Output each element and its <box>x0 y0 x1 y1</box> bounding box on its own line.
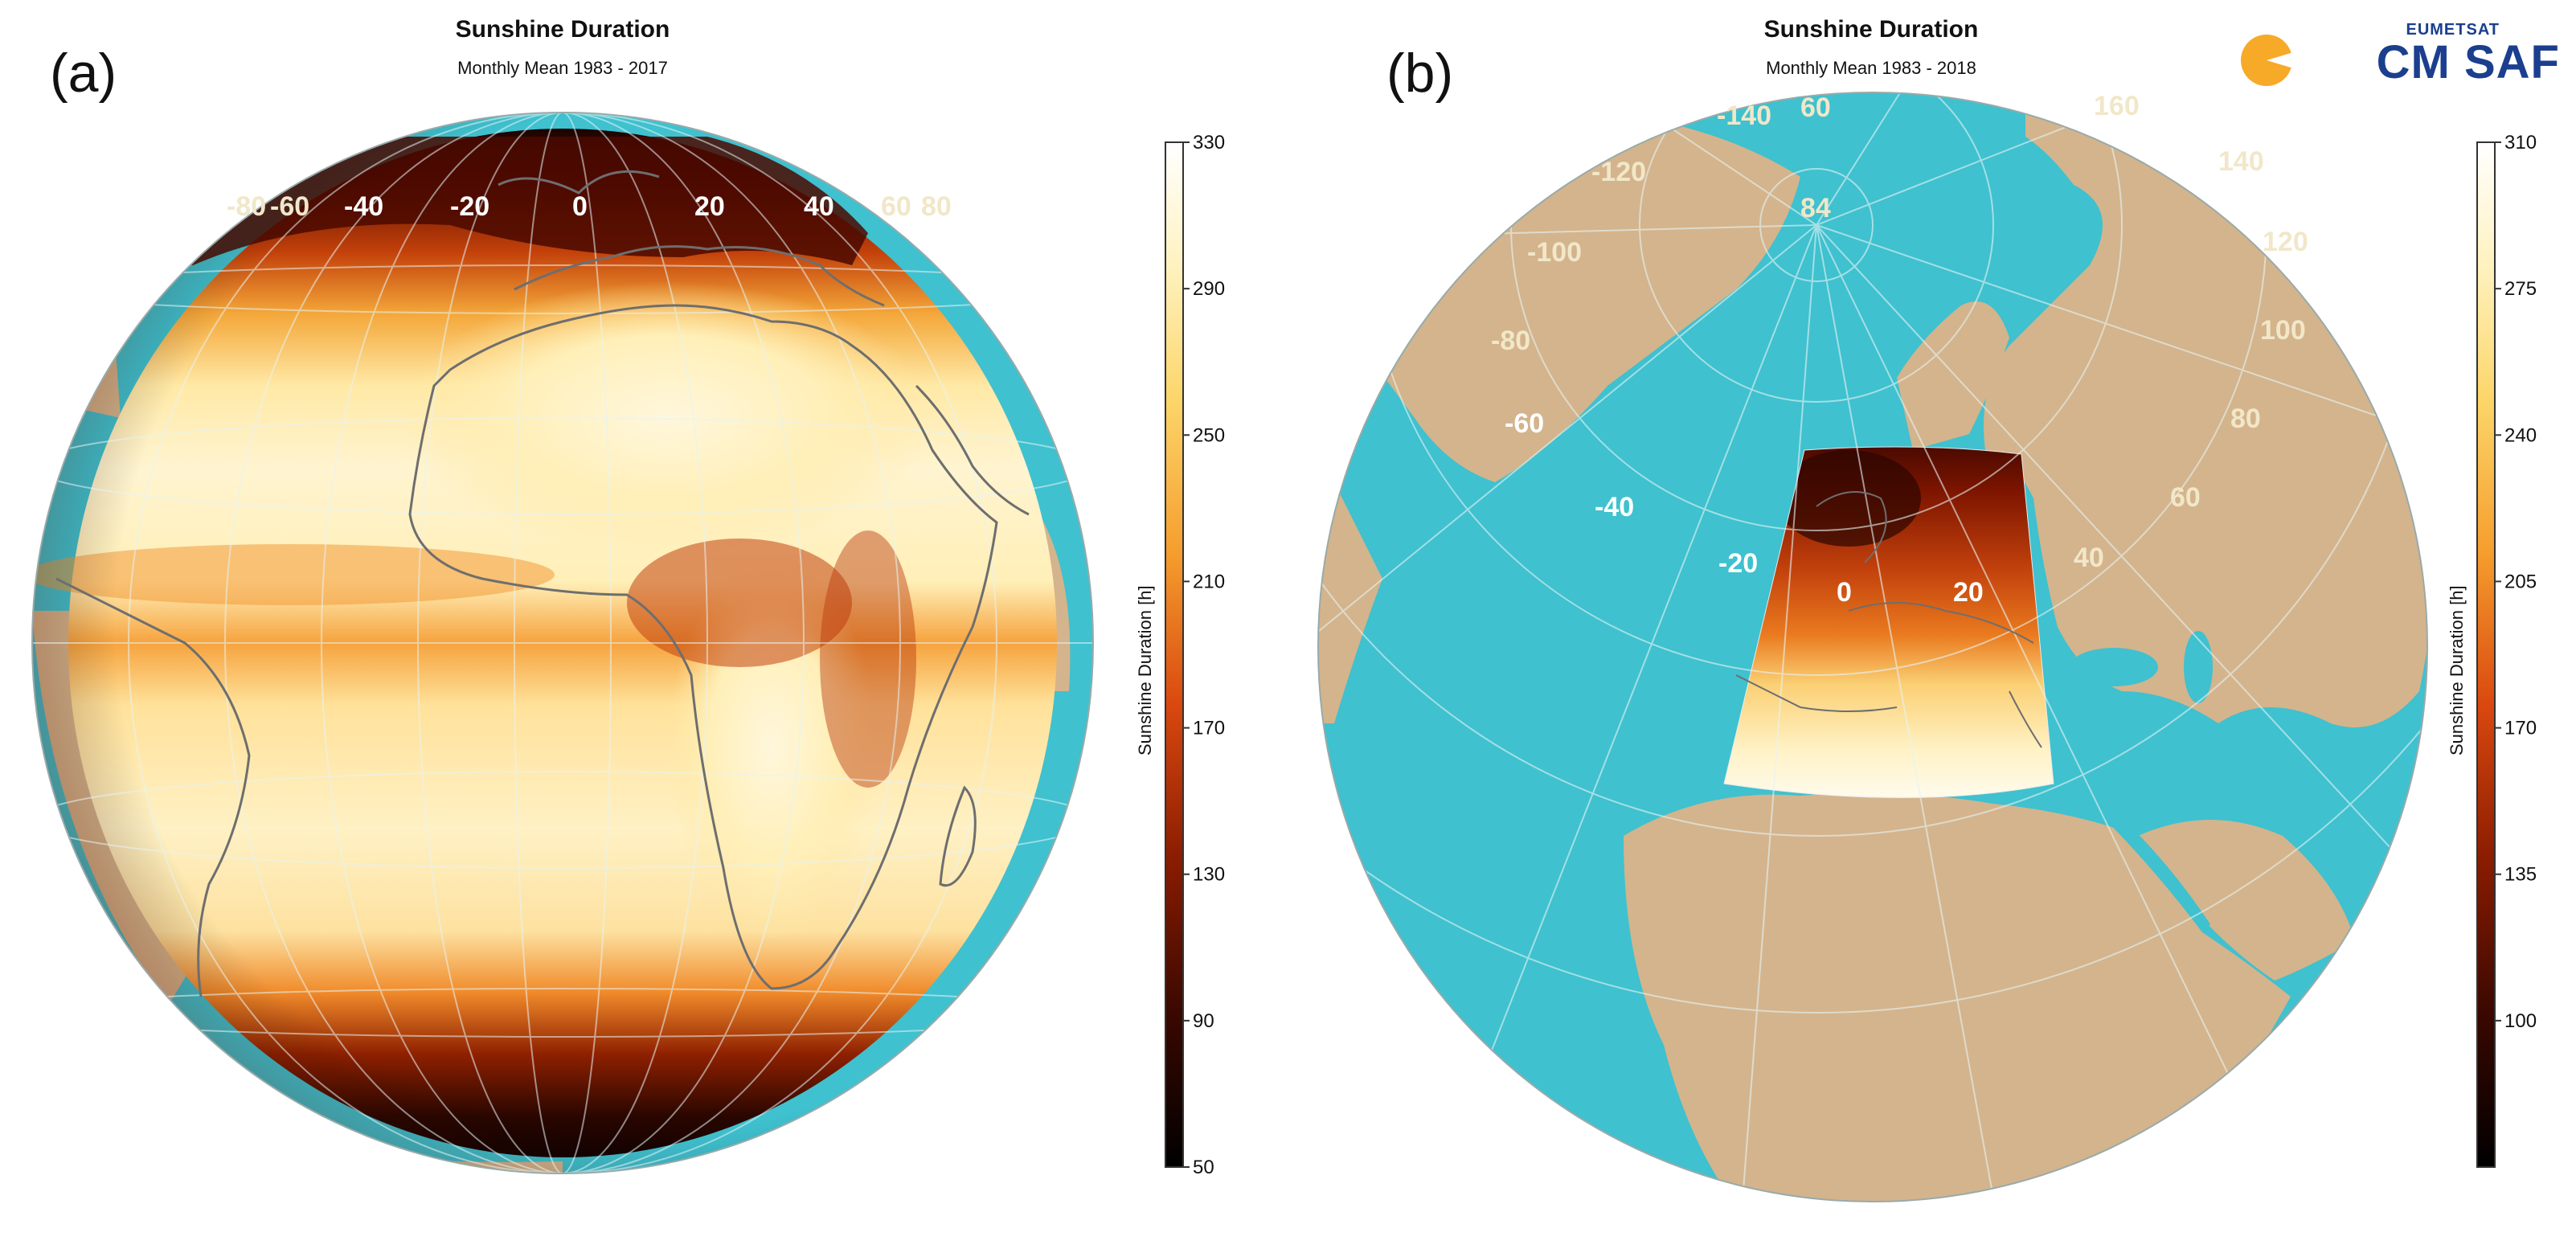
lon-label: 60 <box>881 191 911 222</box>
lon-label: -100 <box>1527 237 1582 268</box>
colorbar-tick-label: 210 <box>1193 571 1225 592</box>
colorbar-a <box>1165 141 1184 1168</box>
lon-label: 20 <box>694 191 725 222</box>
lon-label: 0 <box>572 191 588 222</box>
colorbar-tick-label: 275 <box>2504 278 2537 300</box>
colorbar-tick-label: 205 <box>2504 571 2537 592</box>
colorbar-tick-label: 170 <box>1193 718 1225 739</box>
globe-map-b: -140 -120 -100 -80 -60 -40 -20 0 20 40 6… <box>1317 91 2537 1202</box>
panel-a: (a) Sunshine Duration Monthly Mean 1983 … <box>0 0 1286 1245</box>
colorbar-tick-label: 50 <box>1193 1157 1214 1178</box>
lon-label: -120 <box>1591 157 1646 187</box>
lon-label: -80 <box>227 191 266 222</box>
lon-label: 20 <box>1953 577 1984 608</box>
colorbar-ticks-b: 100 135 170 205 240 275 310 <box>2495 132 2537 1032</box>
lon-label: 100 <box>2260 315 2306 346</box>
colorbar-b <box>2476 141 2496 1168</box>
lon-label: 40 <box>2074 543 2104 573</box>
lon-label: 120 <box>2263 227 2308 257</box>
lat-label: 60 <box>1800 92 1831 123</box>
panel-a-title: Sunshine Duration <box>455 16 670 43</box>
lon-label: -80 <box>1491 326 1530 356</box>
colorbar-tick-label: 290 <box>1193 278 1225 300</box>
panel-b-subtitle: Monthly Mean 1983 - 2018 <box>1766 58 1976 78</box>
lon-label: -140 <box>1717 100 1771 131</box>
lon-label: -20 <box>1718 548 1758 579</box>
panel-a-subtitle: Monthly Mean 1983 - 2017 <box>457 58 668 78</box>
graticule-a <box>32 113 1093 1173</box>
lon-label: -40 <box>344 191 383 222</box>
longitude-labels-a: -80 -60 -40 -20 0 20 40 60 80 <box>227 191 952 222</box>
lon-label: -60 <box>270 191 309 222</box>
colorbar-tick-label: 330 <box>1193 132 1225 154</box>
logo-cmsaf: CM SAF <box>2376 36 2560 88</box>
lon-label: 80 <box>921 191 952 222</box>
colorbar-tick-label: 170 <box>2504 718 2537 739</box>
logo-eumetsat: EUMETSAT <box>2406 21 2500 39</box>
panel-b: (b) Sunshine Duration Monthly Mean 1983 … <box>1286 0 2576 1245</box>
lon-label: 40 <box>804 191 834 222</box>
longitude-labels-b: -140 -120 -100 -80 -60 -40 -20 0 20 40 6… <box>1491 91 2308 608</box>
lon-label: 160 <box>2094 91 2140 121</box>
lon-label: 80 <box>2230 403 2261 434</box>
coastlines-b <box>1735 491 2042 748</box>
panel-b-title: Sunshine Duration <box>1763 16 1979 43</box>
colorbar-a-label: Sunshine Duration [h] <box>1135 585 1155 756</box>
cmsaf-logo-icon <box>2241 35 2307 86</box>
colorbar-b-label: Sunshine Duration [h] <box>2447 585 2467 756</box>
colorbar-tick-label: 90 <box>1193 1010 1214 1032</box>
colorbar-tick-label: 250 <box>1193 424 1225 446</box>
lon-label: -40 <box>1595 492 1634 522</box>
lon-label: 0 <box>1837 577 1852 608</box>
lon-label: 60 <box>2170 482 2201 513</box>
lon-label: -60 <box>1505 408 1544 439</box>
lon-label: 140 <box>2218 146 2264 177</box>
panel-letter-b: (b) <box>1386 43 1454 104</box>
lon-label: -20 <box>450 191 489 222</box>
colorbar-tick-label: 310 <box>2504 132 2537 154</box>
colorbar-tick-label: 100 <box>2504 1010 2537 1032</box>
lat-label: 84 <box>1800 193 1831 223</box>
colorbar-tick-label: 135 <box>2504 864 2537 886</box>
coastlines-a <box>55 170 1030 997</box>
colorbar-tick-label: 130 <box>1193 864 1225 886</box>
colorbar-tick-label: 240 <box>2504 424 2537 446</box>
colorbar-ticks-a: 50 90 130 170 210 250 290 330 <box>1183 132 1225 1178</box>
panel-letter-a: (a) <box>50 43 117 104</box>
graticule-b <box>1318 92 2427 1202</box>
